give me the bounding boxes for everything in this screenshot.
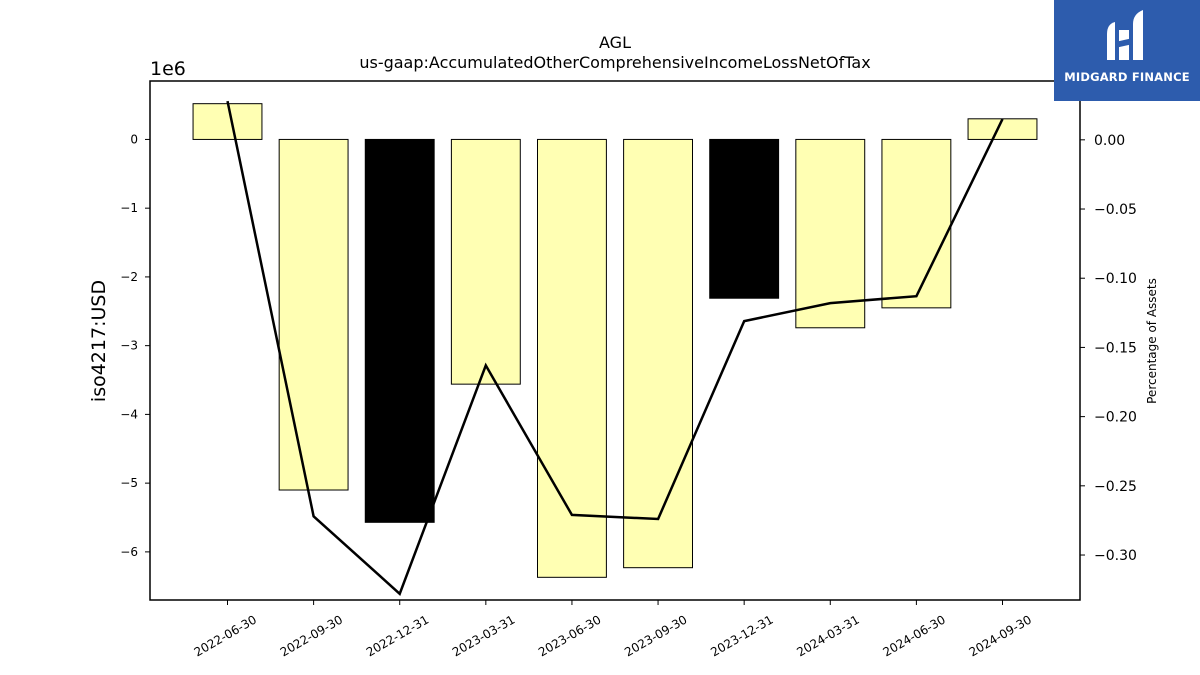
x-tick-label-2023-03-31: 2023-03-31 [450, 612, 517, 659]
x-tick-label-2022-12-31: 2022-12-31 [364, 612, 431, 659]
y2-axis-label: Percentage of Assets [1145, 278, 1159, 404]
y-tick-label-3: −3 [120, 339, 138, 353]
x-tick-label-2023-09-30: 2023-09-30 [622, 612, 689, 659]
y-offset-label: 1e6 [150, 58, 186, 80]
bar-2022-06-30 [192, 103, 263, 140]
y-tick-label-0: 0 [130, 132, 138, 146]
y-tick-label-5: −5 [120, 476, 138, 490]
y2-tick-label-4: −0.20 [1094, 410, 1137, 426]
y-axis-label: iso4217:USD [88, 280, 110, 402]
bar-2023-12-31 [709, 138, 780, 299]
y-tick-label-1: −1 [120, 201, 138, 215]
x-tick-label-2022-06-30: 2022-06-30 [192, 612, 259, 659]
bar-2023-06-30 [537, 138, 607, 578]
x-tick-label-2022-09-30: 2022-09-30 [278, 612, 345, 659]
line-group [226, 100, 1004, 596]
chart-subtitle: us-gaap:AccumulatedOtherComprehensiveInc… [359, 53, 870, 72]
y-tick-label-2: −2 [120, 270, 138, 284]
bar-2023-09-30 [623, 138, 693, 569]
bars-group [192, 103, 1038, 578]
x-tick-label-2024-06-30: 2024-06-30 [880, 612, 947, 659]
percentage-of-assets-line [226, 100, 1004, 596]
bar-2024-03-31 [795, 138, 866, 329]
x-tick-label-2024-09-30: 2024-09-30 [967, 612, 1034, 659]
midgard-logo-icon [1107, 10, 1143, 60]
bar-2022-09-30 [278, 138, 349, 491]
y2-tick-label-3: −0.15 [1094, 340, 1137, 356]
midgard-finance-logo: MIDGARD FINANCE [1054, 0, 1200, 101]
bar-2023-03-31 [450, 138, 521, 385]
x-tick-label-2023-12-31: 2023-12-31 [708, 612, 775, 659]
x-tick-label-2024-03-31: 2024-03-31 [794, 612, 861, 659]
y-tick-label-4: −4 [120, 407, 138, 421]
logo-text: MIDGARD FINANCE [1064, 70, 1190, 84]
chart-title: AGL [599, 33, 631, 52]
y2-tick-label-6: −0.30 [1094, 548, 1137, 564]
y-tick-label-6: −6 [120, 545, 138, 559]
y2-tick-label-2: −0.10 [1094, 271, 1137, 287]
bar-2024-06-30 [881, 138, 952, 309]
y2-tick-label-5: −0.25 [1094, 479, 1137, 495]
bar-2022-12-31 [364, 138, 435, 523]
y2-tick-label-1: −0.05 [1094, 202, 1137, 218]
y2-tick-label-0: 0.00 [1094, 133, 1125, 149]
x-tick-label-2023-06-30: 2023-06-30 [536, 612, 603, 659]
bar-2024-09-30 [967, 118, 1038, 140]
plot-frame [149, 80, 1081, 601]
